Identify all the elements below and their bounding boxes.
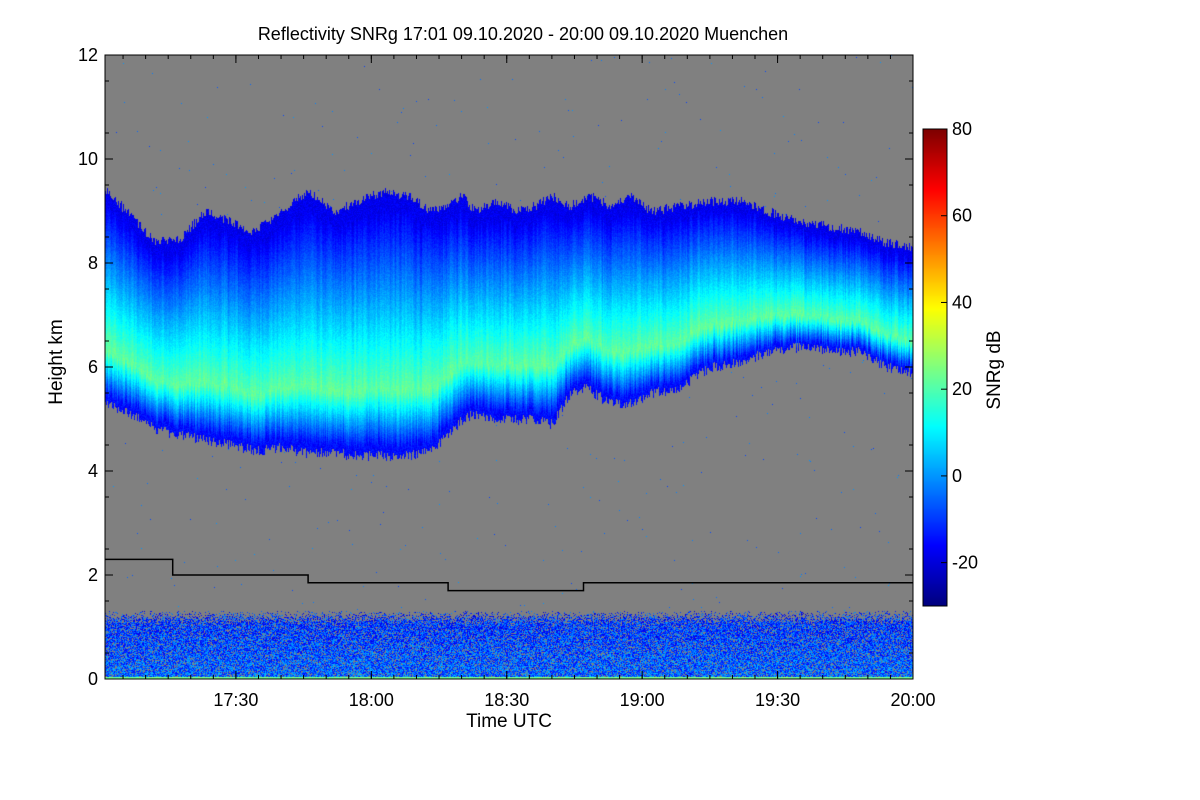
y-axis-label: Height km bbox=[46, 319, 67, 405]
x-tick-label: 17:30 bbox=[213, 690, 258, 710]
chart-title: Reflectivity SNRg 17:01 09.10.2020 - 20:… bbox=[258, 24, 788, 44]
x-axis-label: Time UTC bbox=[466, 711, 552, 732]
colorbar-tick-label: -20 bbox=[952, 553, 978, 573]
colorbar-tick-label: 80 bbox=[952, 119, 972, 139]
x-tick-label: 20:00 bbox=[890, 690, 935, 710]
y-tick-label: 2 bbox=[88, 565, 98, 585]
plot-area bbox=[105, 55, 913, 679]
y-tick-label: 4 bbox=[88, 461, 98, 481]
y-tick-label: 10 bbox=[78, 149, 98, 169]
y-tick-label: 12 bbox=[78, 45, 98, 65]
colorbar-label: SNRg dB bbox=[984, 330, 1005, 409]
x-axis: 17:30 18:00 18:30 19:00 19:30 20:00 bbox=[122, 55, 936, 710]
heatmap-image bbox=[105, 55, 913, 679]
colorbar-tick-label: 20 bbox=[952, 379, 972, 399]
y-tick-label: 0 bbox=[88, 669, 98, 689]
y-tick-label: 8 bbox=[88, 253, 98, 273]
colorbar-gradient bbox=[923, 129, 947, 606]
colorbar-tick-label: 40 bbox=[952, 292, 972, 312]
y-tick-label: 6 bbox=[88, 357, 98, 377]
x-tick-label: 19:00 bbox=[620, 690, 665, 710]
x-tick-label: 18:00 bbox=[349, 690, 394, 710]
y-axis: 0 2 4 6 8 10 12 bbox=[78, 45, 913, 689]
colorbar-ticks: -20 0 20 40 60 80 bbox=[941, 119, 978, 573]
black-step-line bbox=[105, 558, 913, 592]
colorbar-tick-label: 0 bbox=[952, 466, 962, 486]
colorbar: -20 0 20 40 60 80 bbox=[922, 119, 978, 607]
colorbar-tick-label: 60 bbox=[952, 206, 972, 226]
colorbar-frame bbox=[922, 128, 948, 607]
x-tick-label: 18:30 bbox=[484, 690, 529, 710]
x-tick-label: 19:30 bbox=[755, 690, 800, 710]
